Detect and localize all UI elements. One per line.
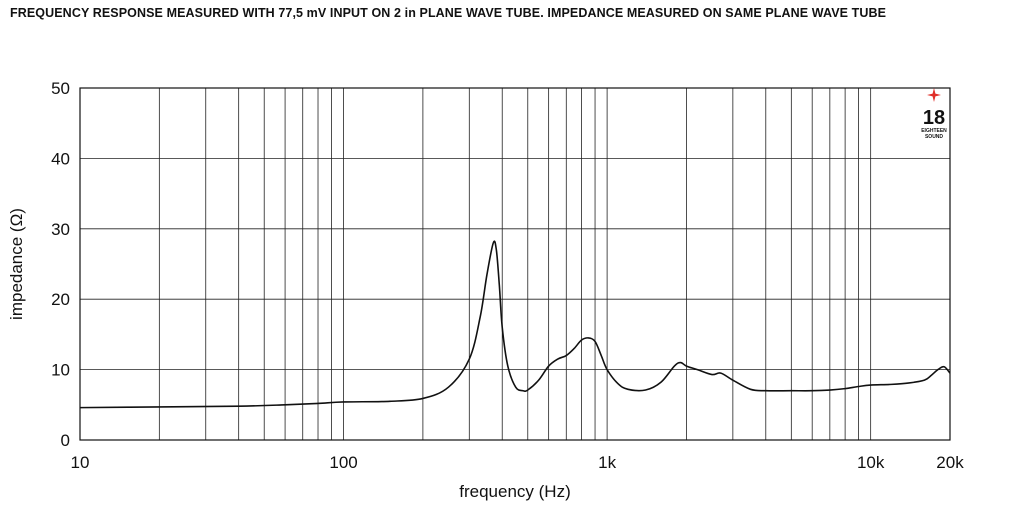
y-tick-label: 40 [51,149,70,168]
y-axis-label: impedance (Ω) [7,208,26,320]
chart-title: FREQUENCY RESPONSE MEASURED WITH 77,5 mV… [10,6,887,20]
x-axis-label: frequency (Hz) [459,482,570,501]
eighteen-sound-logo: 18 EIGHTEEN SOUND [921,88,947,140]
y-tick-label: 20 [51,290,70,309]
y-tick-label: 50 [51,79,70,98]
y-tick-label: 30 [51,220,70,239]
x-tick-label: 20k [936,453,964,472]
vertical-gridlines [158,88,872,440]
x-tick-label: 100 [329,453,357,472]
horizontal-gridlines [80,157,950,371]
x-tick-label: 10k [857,453,885,472]
y-tick-labels: 0 10 20 30 40 50 [51,79,70,450]
y-tick-label: 10 [51,361,70,380]
x-tick-labels: 10 100 1k 10k 20k [71,453,965,472]
impedance-curve [79,240,951,409]
logo-number: 18 [923,107,945,129]
plot-frame [79,87,951,441]
x-tick-label: 1k [598,453,616,472]
star-icon [927,88,941,102]
y-tick-label: 0 [61,431,70,450]
logo-text-line2: SOUND [925,134,943,140]
logo-text-line1: EIGHTEEN [921,128,947,134]
x-tick-label: 10 [71,453,90,472]
